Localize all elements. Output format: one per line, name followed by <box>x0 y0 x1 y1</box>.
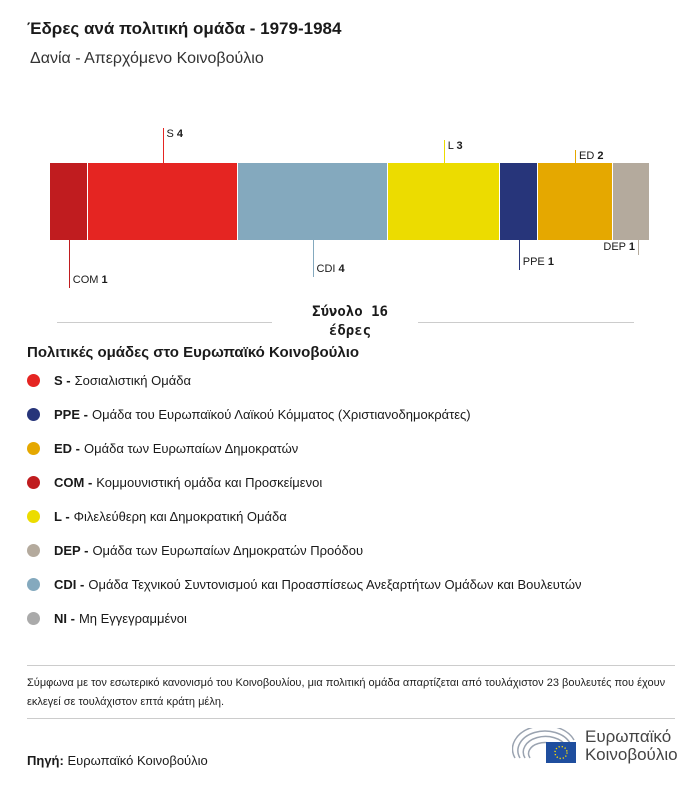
legend-code: S - <box>54 373 71 388</box>
source: Πηγή: Ευρωπαϊκό Κοινοβούλιο <box>27 753 208 768</box>
divider <box>27 665 675 666</box>
leader-line <box>312 240 314 277</box>
footnote: Σύμφωνα με τον εσωτερικό κανονισμό του Κ… <box>27 677 666 708</box>
legend-item: CDI - Ομάδα Τεχνικού Συντονισμού και Προα… <box>27 577 581 592</box>
legend-name: Φιλελεύθερη και Δημοκρατική Ομάδα <box>73 509 287 524</box>
divider <box>418 322 634 323</box>
legend-item: L - Φιλελεύθερη και Δημοκρατική Ομάδα <box>27 509 287 524</box>
legend-name: Ομάδα Τεχνικού Συντονισμού και Προασπίσε… <box>88 577 582 592</box>
legend-swatch <box>27 578 40 591</box>
legend-code: L - <box>54 509 70 524</box>
chart-title: Έδρες ανά πολιτική ομάδα - 1979-1984 <box>27 19 342 38</box>
data-label-ed: ED 2 <box>579 150 604 162</box>
legend-swatch <box>27 510 40 523</box>
divider <box>57 322 272 323</box>
legend-name: Ομάδα των Ευρωπαίων Δημοκρατών Προόδου <box>92 543 364 558</box>
legend-code: ED - <box>54 441 80 456</box>
bar-segment-l <box>387 163 500 240</box>
leader-line <box>518 240 520 270</box>
legend-item: ED - Ομάδα των Ευρωπαίων Δημοκρατών <box>27 441 298 456</box>
legend-item: DEP - Ομάδα των Ευρωπαίων Δημοκρατών Προό… <box>27 543 363 558</box>
legend-name: Μη Εγγεγραμμένοι <box>78 611 187 626</box>
logo-line2: Κοινοβούλιο <box>585 745 678 764</box>
legend-title: Πολιτικές ομάδες στο Ευρωπαϊκό Κοινοβούλ… <box>27 344 360 361</box>
data-label-s: S 4 <box>166 128 184 140</box>
hemicycle-eu-flag-icon <box>512 728 576 763</box>
seat-bar <box>50 163 650 240</box>
legend-item: COM - Κομμουνιστική ομάδα και Προσκείμενο… <box>27 475 322 490</box>
divider <box>27 718 675 719</box>
leader-line <box>575 150 576 163</box>
bar-segment-com <box>50 163 88 240</box>
total-unit: έδρες <box>328 323 372 339</box>
logo-line1: Ευρωπαϊκό <box>585 727 672 746</box>
legend-item: PPE - Ομάδα του Ευρωπαϊκού Λαϊκού Κόμματο… <box>27 407 471 422</box>
legend-name: Ομάδα του Ευρωπαϊκού Λαϊκού Κόμματος (Χρ… <box>91 407 471 422</box>
legend-code: DEP - <box>54 543 89 558</box>
legend-item: S - Σοσιαλιστική Ομάδα <box>27 373 191 388</box>
data-label-l: L 3 <box>447 140 463 152</box>
bar-segment-ed <box>537 163 613 240</box>
legend-swatch <box>27 408 40 421</box>
legend-item: NI - Μη Εγγεγραμμένοι <box>27 611 187 626</box>
legend-code: CDI - <box>54 577 85 592</box>
legend-swatch <box>27 476 40 489</box>
legend-code: COM - <box>54 475 93 490</box>
leader-line <box>162 128 164 163</box>
bar-segment-ppe <box>500 163 538 240</box>
data-label-com: COM 1 <box>72 274 108 286</box>
legend-name: Κομμουνιστική ομάδα και Προσκείμενοι <box>96 475 323 490</box>
chart-subtitle: Δανία - Απερχόμενο Κοινοβούλιο <box>30 50 264 67</box>
source-label: Πηγή: <box>27 753 64 768</box>
data-label-dep: DEP 1 <box>603 241 635 253</box>
ep-logo: Ευρωπαϊκό Κοινοβούλιο <box>512 728 678 764</box>
bar-segment-s <box>87 163 238 240</box>
leader-line <box>638 240 639 255</box>
leader-line <box>443 140 445 163</box>
legend-swatch <box>27 374 40 387</box>
data-label-cdi: CDI 4 <box>316 263 345 275</box>
legend-name: Σοσιαλιστική Ομάδα <box>74 373 191 388</box>
source-value: Ευρωπαϊκό Κοινοβούλιο <box>67 753 208 768</box>
legend-code: NI - <box>54 611 75 626</box>
data-label-ppe: PPE 1 <box>522 256 554 268</box>
legend-code: PPE - <box>54 407 88 422</box>
leader-line <box>68 240 70 288</box>
bar-segment-cdi <box>237 163 388 240</box>
legend-swatch <box>27 442 40 455</box>
legend-swatch <box>27 612 40 625</box>
total-seats: Σύνολο 16 έδρες <box>0 303 700 341</box>
total-label: Σύνολο 16 <box>312 304 388 320</box>
legend-name: Ομάδα των Ευρωπαίων Δημοκρατών <box>84 441 299 456</box>
legend-swatch <box>27 544 40 557</box>
bar-segment-dep <box>612 163 650 240</box>
